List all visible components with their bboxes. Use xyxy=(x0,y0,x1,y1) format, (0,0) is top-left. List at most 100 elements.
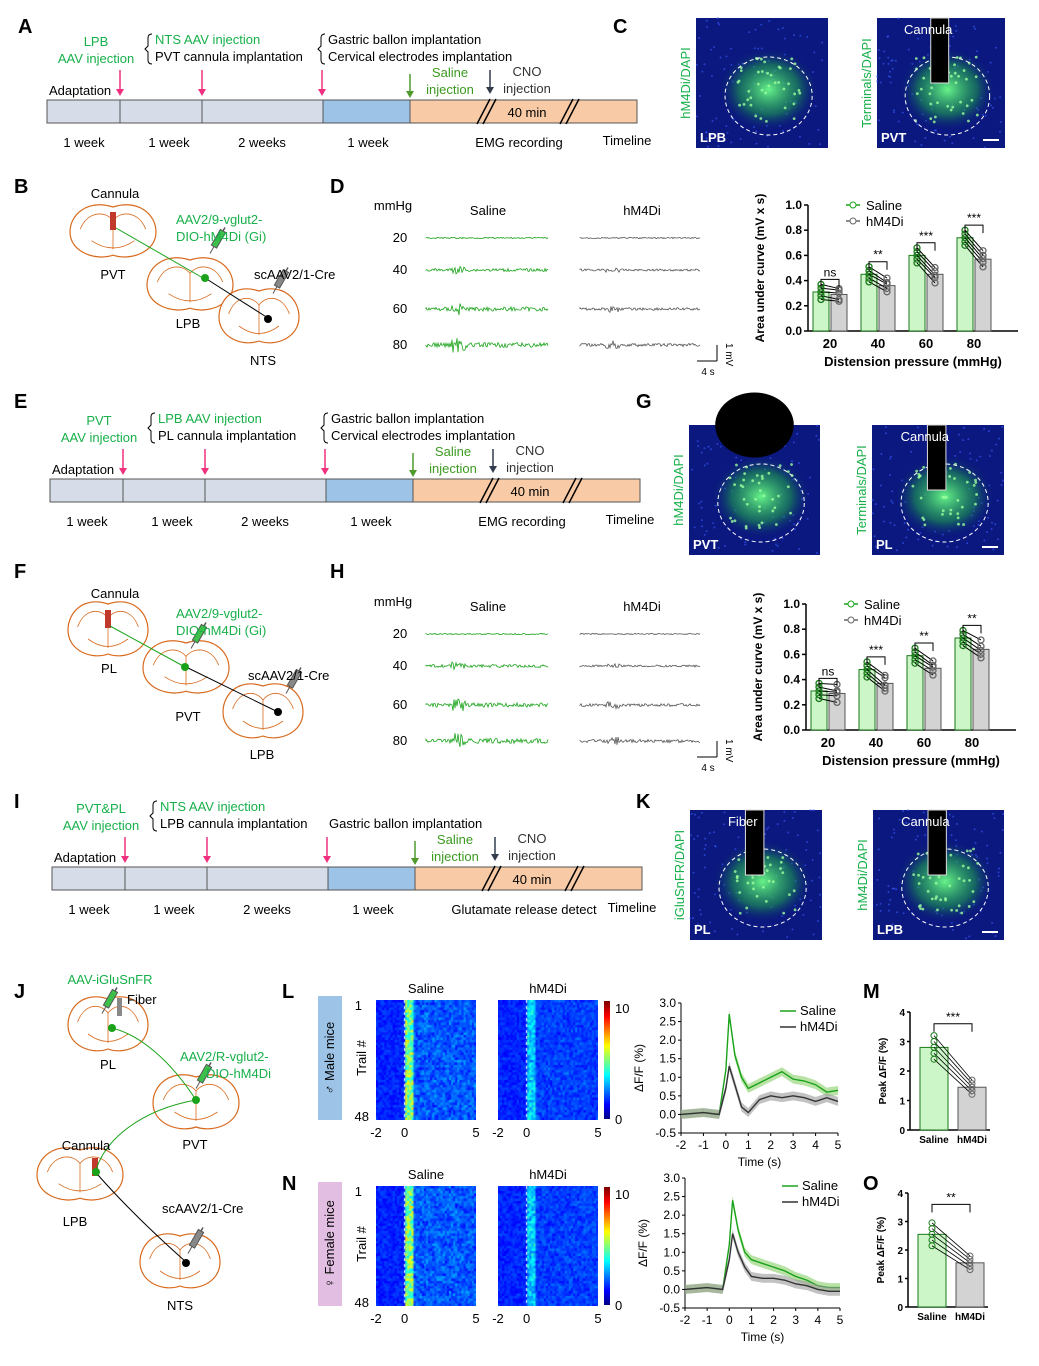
nucleus-dot xyxy=(905,821,908,824)
cell-dot xyxy=(967,866,970,870)
y-tick-label: 0 xyxy=(899,1126,905,1137)
brain-lpb xyxy=(146,257,234,311)
nucleus-dot xyxy=(818,143,821,146)
nucleus-dot xyxy=(880,452,883,455)
nucleus-dot xyxy=(715,117,718,120)
cell-dot xyxy=(786,485,790,489)
cell-dot xyxy=(765,119,768,123)
cannula-track xyxy=(926,424,947,491)
heatmap-hm4di xyxy=(498,1000,598,1120)
stage-duration: 1 week xyxy=(151,514,193,529)
point-saline xyxy=(815,691,823,699)
emg-trace xyxy=(425,632,549,636)
cell-dot xyxy=(797,89,801,92)
mean-trace-hM4Di xyxy=(680,1065,839,1116)
cell-dot xyxy=(972,847,975,851)
nucleus-dot xyxy=(777,28,780,31)
region-label: LPB xyxy=(877,922,903,937)
unit-label: mmHg xyxy=(374,594,412,609)
nucleus-dot xyxy=(717,145,720,148)
y-tick-label: 0.6 xyxy=(783,647,800,661)
cell-dot xyxy=(962,523,966,526)
nucleus-dot xyxy=(892,887,895,890)
cell-dot xyxy=(953,71,957,75)
nucleus-dot xyxy=(962,439,965,442)
pink-arrow-icon-head xyxy=(116,89,124,96)
y-tick-label: 0.4 xyxy=(785,274,802,288)
nucleus-dot xyxy=(710,48,713,51)
nucleus-dot xyxy=(893,111,896,114)
pressure-label: 80 xyxy=(393,733,407,748)
colorbar-min: 0 xyxy=(615,1298,622,1313)
cell-dot xyxy=(912,873,916,876)
cell-dot xyxy=(752,887,755,891)
point-hm4di xyxy=(979,251,987,259)
virus-label: DIO-hM4Di (Gi) xyxy=(176,623,266,638)
nucleus-dot xyxy=(890,499,893,502)
nucleus-dot xyxy=(877,48,880,51)
syringe-icon xyxy=(190,622,208,649)
point-saline xyxy=(959,641,967,650)
region-outline xyxy=(718,848,807,928)
nucleus-dot xyxy=(910,450,913,453)
timeline-segment-3 xyxy=(325,478,414,503)
point-hm4di xyxy=(929,671,937,679)
break-mark xyxy=(570,865,585,892)
cell-dot xyxy=(758,505,761,509)
emg-trace xyxy=(425,265,549,275)
nucleus-dot xyxy=(896,911,899,914)
cannula-icon xyxy=(92,1158,98,1176)
x-tick-label: 0 xyxy=(723,1138,730,1152)
cell-dot xyxy=(729,516,732,520)
region-label: PVT xyxy=(175,709,200,724)
y-tick-label: 2.5 xyxy=(663,1190,680,1204)
cell-dot xyxy=(956,516,960,520)
nucleus-dot xyxy=(760,23,763,26)
nucleus-dot xyxy=(696,115,699,118)
paired-line xyxy=(931,1222,971,1257)
nucleus-dot xyxy=(887,56,890,59)
cell-dot xyxy=(779,860,783,864)
emg-trace xyxy=(425,698,549,712)
point-hm4di xyxy=(931,267,939,275)
y-tick-label: 1 xyxy=(899,1097,905,1108)
cell-dot xyxy=(735,879,739,883)
micrograph-C-1: PVT Cannula xyxy=(876,17,1005,149)
nucleus-dot xyxy=(897,17,900,20)
nucleus-dot xyxy=(817,128,820,131)
nucleus-dot xyxy=(955,29,958,32)
nucleus-dot xyxy=(992,548,995,551)
nucleus-dot xyxy=(891,923,894,926)
legend-marker-saline xyxy=(847,600,855,608)
y-tick-label: 1 xyxy=(355,1184,362,1199)
nucleus-dot xyxy=(725,55,728,58)
cell-dot xyxy=(792,117,796,121)
nucleus-dot xyxy=(744,543,747,546)
syringe-icon-needle xyxy=(187,1246,193,1254)
paired-line xyxy=(933,1035,973,1081)
paired-line xyxy=(931,1239,971,1267)
cannula-label: Cannula xyxy=(91,186,140,201)
nucleus-dot xyxy=(703,848,706,851)
nucleus-dot xyxy=(884,426,887,429)
y-tick-label: 1 xyxy=(897,1275,903,1286)
nucleus-dot xyxy=(692,871,695,874)
bar-saline xyxy=(954,637,972,731)
duration-label: 40 min xyxy=(510,484,549,499)
nucleus-dot xyxy=(1001,426,1004,429)
cell-dot xyxy=(941,509,945,513)
point-hm4di xyxy=(977,636,985,644)
sem-band-hM4Di xyxy=(681,1061,838,1119)
nucleus-dot xyxy=(707,445,710,448)
emg-trace xyxy=(579,306,701,314)
y-tick-label: 3 xyxy=(897,1218,903,1229)
saline-label: Saline xyxy=(432,65,468,80)
nucleus-dot xyxy=(903,522,906,525)
x-tick-label: 80 xyxy=(965,735,979,750)
x-tick-label: 3 xyxy=(790,1138,797,1152)
point-hm4di xyxy=(883,274,891,282)
nucleus-dot xyxy=(889,70,892,73)
x-tick-label: -2 xyxy=(680,1313,691,1327)
nucleus-dot xyxy=(790,460,793,463)
